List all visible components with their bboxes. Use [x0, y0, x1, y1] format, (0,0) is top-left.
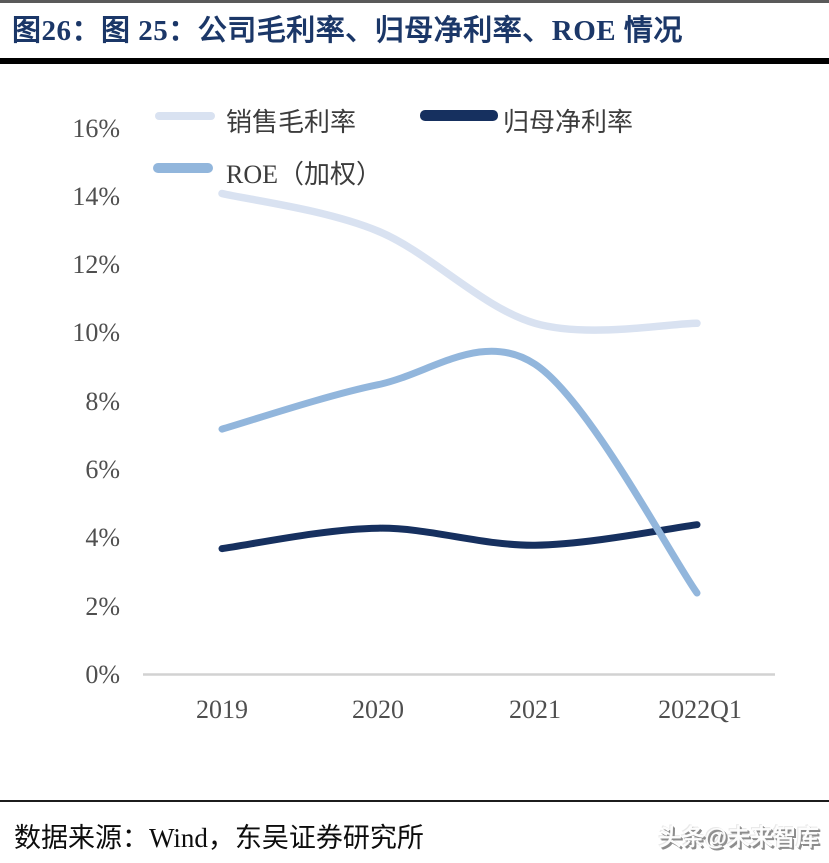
- x-tick-label-2022q1: 2022Q1: [658, 695, 742, 724]
- y-tick-label: 4%: [85, 523, 120, 552]
- y-tick-label: 0%: [85, 660, 120, 689]
- legend-swatch-net-margin: [420, 110, 498, 121]
- y-tick-label: 14%: [72, 182, 120, 211]
- figure-title: 图26：图 25：公司毛利率、归母净利率、ROE 情况: [12, 15, 683, 47]
- title-divider-rule: [0, 58, 829, 64]
- x-tick-label-2019: 2019: [196, 695, 248, 724]
- y-tick-label: 10%: [72, 318, 120, 347]
- legend-swatch-roe: [153, 163, 213, 173]
- series-line-roe: [218, 347, 701, 597]
- series-line-gross-margin: [218, 189, 701, 334]
- legend-label-gross-margin: 销售毛利率: [226, 108, 357, 137]
- y-tick-label: 16%: [72, 114, 120, 143]
- data-source-note: 数据来源：Wind，东吴证券研究所: [14, 823, 424, 853]
- y-tick-label: 8%: [85, 387, 120, 416]
- y-tick-label: 2%: [85, 592, 120, 621]
- footer-divider-rule: [0, 800, 829, 802]
- legend-label-net-margin: 归母净利率: [503, 108, 634, 137]
- y-tick-label: 6%: [85, 455, 120, 484]
- legend-swatch-gross-margin: [155, 112, 215, 120]
- top-border-line: [0, 0, 829, 3]
- y-tick-label: 12%: [72, 250, 120, 279]
- legend-label-roe: ROE（加权）: [226, 160, 383, 189]
- x-tick-label-2021: 2021: [509, 695, 561, 724]
- x-tick-label-2020: 2020: [352, 695, 404, 724]
- series-line-net-margin: [218, 521, 701, 553]
- watermark-label: 头条@未来智库: [658, 824, 819, 850]
